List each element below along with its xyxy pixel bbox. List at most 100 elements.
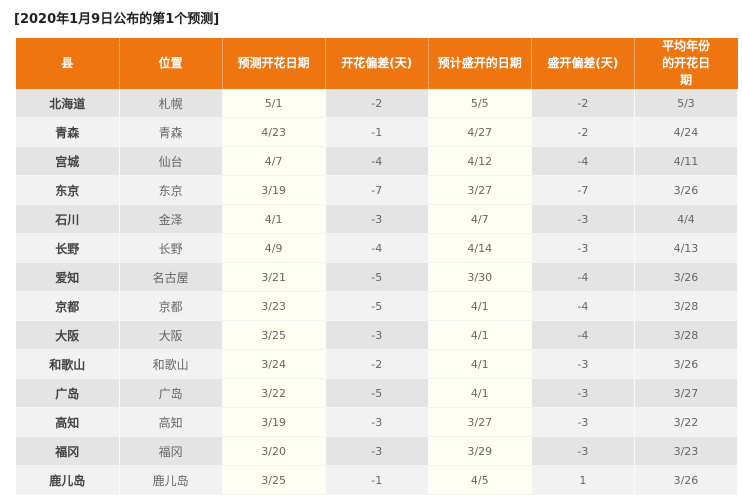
table-row: 北海道 札幌 5/1 -2 5/5 -2 5/3: [16, 89, 739, 118]
cell-average-bloom-date: 3/27: [634, 378, 739, 408]
cell-forecast-full-bloom-date: 4/1: [428, 291, 532, 321]
sakura-forecast-table: 县位置 预测开花日期 开花偏差(天) 预计盛开的日期 盛开偏差(天) 平均年份的开花日期 …: [16, 38, 739, 495]
cell-full-bloom-deviation: -3: [531, 436, 635, 466]
cell-prefecture: 鹿儿岛: [16, 465, 120, 495]
cell-average-bloom-date: 3/28: [634, 320, 739, 350]
table-row: 大阪 大阪 3/25 -3 4/1 -4 3/28: [16, 320, 739, 350]
cell-forecast-full-bloom-date: 3/27: [428, 175, 532, 205]
cell-location: 大阪: [119, 320, 223, 350]
cell-bloom-deviation: -5: [325, 262, 429, 292]
cell-average-bloom-date: 3/22: [634, 407, 739, 437]
cell-average-bloom-date: 4/11: [634, 146, 739, 176]
cell-bloom-deviation: -3: [325, 436, 429, 466]
cell-full-bloom-deviation: -7: [531, 175, 635, 205]
header-row: 县位置 预测开花日期 开花偏差(天) 预计盛开的日期 盛开偏差(天) 平均年份的开花日期: [16, 38, 738, 89]
cell-location: 金泽: [119, 204, 223, 234]
column-header-prefecture: 县: [16, 38, 120, 89]
cell-full-bloom-deviation: -4: [531, 262, 635, 292]
cell-location: 京都: [119, 291, 223, 321]
column-header-forecast-bloom-date: 预测开花日期: [222, 38, 326, 89]
table-row: 东京 东京 3/19 -7 3/27 -7 3/26: [16, 175, 739, 205]
cell-forecast-full-bloom-date: 5/5: [428, 89, 532, 118]
table-row: 高知 高知 3/19 -3 3/27 -3 3/22: [16, 407, 739, 437]
cell-prefecture: 东京: [16, 175, 120, 205]
cell-full-bloom-deviation: -4: [531, 291, 635, 321]
cell-location: 和歌山: [119, 349, 223, 379]
column-header-bloom-deviation: 开花偏差(天): [325, 38, 429, 89]
cell-forecast-full-bloom-date: 4/1: [428, 378, 532, 408]
cell-prefecture: 福冈: [16, 436, 120, 466]
cell-forecast-full-bloom-date: 3/30: [428, 262, 532, 292]
cell-forecast-bloom-date: 3/19: [222, 407, 326, 437]
cell-full-bloom-deviation: -3: [531, 407, 635, 437]
cell-prefecture: 宫城: [16, 146, 120, 176]
cell-prefecture: 高知: [16, 407, 120, 437]
cell-average-bloom-date: 3/23: [634, 436, 739, 466]
cell-bloom-deviation: -2: [325, 89, 429, 118]
cell-forecast-bloom-date: 3/20: [222, 436, 326, 466]
cell-full-bloom-deviation: -2: [531, 89, 635, 118]
table-row: 青森 青森 4/23 -1 4/27 -2 4/24: [16, 117, 739, 147]
cell-forecast-bloom-date: 3/21: [222, 262, 326, 292]
table-caption: [2020年1月9日公布的第1个预测]: [14, 12, 220, 27]
cell-bloom-deviation: -3: [325, 407, 429, 437]
cell-full-bloom-deviation: -3: [531, 349, 635, 379]
cell-average-bloom-date: 4/4: [634, 204, 739, 234]
cell-forecast-bloom-date: 4/23: [222, 117, 326, 147]
cell-prefecture: 青森: [16, 117, 120, 147]
cell-bloom-deviation: -3: [325, 204, 429, 234]
cell-forecast-full-bloom-date: 3/29: [428, 436, 532, 466]
cell-bloom-deviation: -3: [325, 320, 429, 350]
cell-prefecture: 长野: [16, 233, 120, 263]
cell-forecast-full-bloom-date: 4/1: [428, 349, 532, 379]
cell-full-bloom-deviation: -2: [531, 117, 635, 147]
cell-forecast-full-bloom-date: 4/12: [428, 146, 532, 176]
cell-forecast-full-bloom-date: 3/27: [428, 407, 532, 437]
cell-prefecture: 大阪: [16, 320, 120, 350]
cell-forecast-full-bloom-date: 4/5: [428, 465, 532, 495]
cell-full-bloom-deviation: 1: [531, 465, 635, 495]
cell-bloom-deviation: -5: [325, 378, 429, 408]
cell-prefecture: 广岛: [16, 378, 120, 408]
column-header-location: 位置: [119, 38, 223, 89]
table-row: 宫城 仙台 4/7 -4 4/12 -4 4/11: [16, 146, 739, 176]
cell-prefecture: 京都: [16, 291, 120, 321]
table-row: 石川 金泽 4/1 -3 4/7 -3 4/4: [16, 204, 739, 234]
cell-full-bloom-deviation: -4: [531, 146, 635, 176]
cell-average-bloom-date: 3/28: [634, 291, 739, 321]
cell-average-bloom-date: 3/26: [634, 349, 739, 379]
table-row: 鹿儿岛 鹿儿岛 3/25 -1 4/5 1 3/26: [16, 465, 739, 495]
cell-forecast-full-bloom-date: 4/7: [428, 204, 532, 234]
cell-prefecture: 石川: [16, 204, 120, 234]
cell-forecast-bloom-date: 3/25: [222, 465, 326, 495]
table-row: 广岛 广岛 3/22 -5 4/1 -3 3/27: [16, 378, 739, 408]
table-row: 爱知 名古屋 3/21 -5 3/30 -4 3/26: [16, 262, 739, 292]
table-row: 和歌山 和歌山 3/24 -2 4/1 -3 3/26: [16, 349, 739, 379]
column-header-average-bloom-date: 平均年份的开花日期: [634, 38, 738, 89]
cell-location: 青森: [119, 117, 223, 147]
cell-bloom-deviation: -5: [325, 291, 429, 321]
table-row: 京都 京都 3/23 -5 4/1 -4 3/28: [16, 291, 739, 321]
cell-average-bloom-date: 4/13: [634, 233, 739, 263]
cell-location: 广岛: [119, 378, 223, 408]
cell-forecast-bloom-date: 3/24: [222, 349, 326, 379]
cell-location: 福冈: [119, 436, 223, 466]
cell-location: 仙台: [119, 146, 223, 176]
cell-bloom-deviation: -1: [325, 465, 429, 495]
cell-bloom-deviation: -2: [325, 349, 429, 379]
cell-forecast-bloom-date: 3/19: [222, 175, 326, 205]
table-row: 长野 长野 4/9 -4 4/14 -3 4/13: [16, 233, 739, 263]
cell-forecast-bloom-date: 3/22: [222, 378, 326, 408]
cell-average-bloom-date: 3/26: [634, 175, 739, 205]
cell-full-bloom-deviation: -3: [531, 204, 635, 234]
cell-forecast-bloom-date: 3/23: [222, 291, 326, 321]
column-header-full-bloom-deviation: 盛开偏差(天): [531, 38, 635, 89]
cell-forecast-bloom-date: 4/7: [222, 146, 326, 176]
cell-location: 长野: [119, 233, 223, 263]
cell-location: 名古屋: [119, 262, 223, 292]
cell-location: 鹿儿岛: [119, 465, 223, 495]
column-header-forecast-full-bloom-date: 预计盛开的日期: [428, 38, 532, 89]
cell-bloom-deviation: -1: [325, 117, 429, 147]
cell-average-bloom-date: 3/26: [634, 262, 739, 292]
cell-full-bloom-deviation: -3: [531, 378, 635, 408]
